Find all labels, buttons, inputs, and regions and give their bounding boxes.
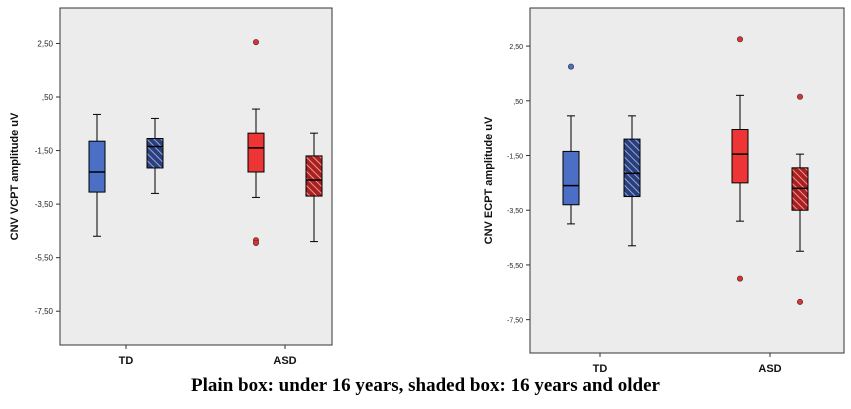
y-tick-label: 2,50 [37, 39, 53, 48]
x-tick-label: ASD [273, 355, 296, 367]
y-tick-label: -3,50 [507, 208, 523, 215]
box [623, 138, 641, 198]
outlier-point [796, 93, 803, 100]
y-tick-label: -1,50 [35, 147, 54, 156]
outlier-point [567, 63, 574, 70]
boxplot-td-under-16 [562, 63, 580, 225]
x-tick-label: ASD [758, 363, 781, 375]
boxplot-td-under-16 [88, 113, 106, 237]
box [146, 138, 164, 169]
y-tick-label: ,50 [42, 93, 54, 102]
figure-caption: Plain box: under 16 years, shaded box: 1… [191, 375, 660, 396]
y-tick-label: -5,50 [507, 263, 523, 270]
y-tick-label: 2,50 [509, 44, 523, 51]
y-tick-label: -7,50 [35, 307, 54, 316]
y-tick-label: -1,50 [507, 154, 523, 161]
y-tick-label: -3,50 [35, 200, 54, 209]
boxplot-td-16-and-older [623, 115, 641, 247]
ecpt-boxplot-panel: 2,50 ,50 -1,50 -3,50 -5,50 -7,50 CNV ECPT ampl… [483, 7, 845, 375]
y-tick-label: -5,50 [35, 254, 54, 263]
vcpt-boxplot-panel: 2,50 ,50 -1,50 -3,50 -5,50 -7,50 CNV VCPT ampl… [9, 7, 333, 367]
outlier-point [253, 39, 260, 46]
outlier-point [253, 239, 260, 246]
box [305, 155, 323, 197]
box [731, 129, 749, 184]
y-tick-label: -7,50 [507, 318, 523, 325]
boxplot-asd-16-and-older [305, 132, 323, 243]
y-tick-label: ,50 [513, 99, 523, 106]
outlier-point [736, 36, 743, 43]
x-tick-label: TD [119, 355, 134, 367]
boxplot-asd-under-16 [731, 36, 749, 282]
outlier-point [736, 275, 743, 282]
outlier-point [796, 298, 803, 305]
box [562, 150, 580, 206]
boxplot-asd-16-and-older [791, 93, 809, 305]
boxplot-asd-under-16 [247, 39, 265, 246]
boxplot-td-16-and-older [146, 117, 164, 194]
x-tick-label: TD [593, 363, 608, 375]
box [247, 132, 265, 173]
box [88, 140, 106, 193]
y-axis-label: CNV ECPT amplitude uV [483, 116, 495, 244]
y-axis-label: CNV VCPT amplitude uV [9, 112, 21, 240]
